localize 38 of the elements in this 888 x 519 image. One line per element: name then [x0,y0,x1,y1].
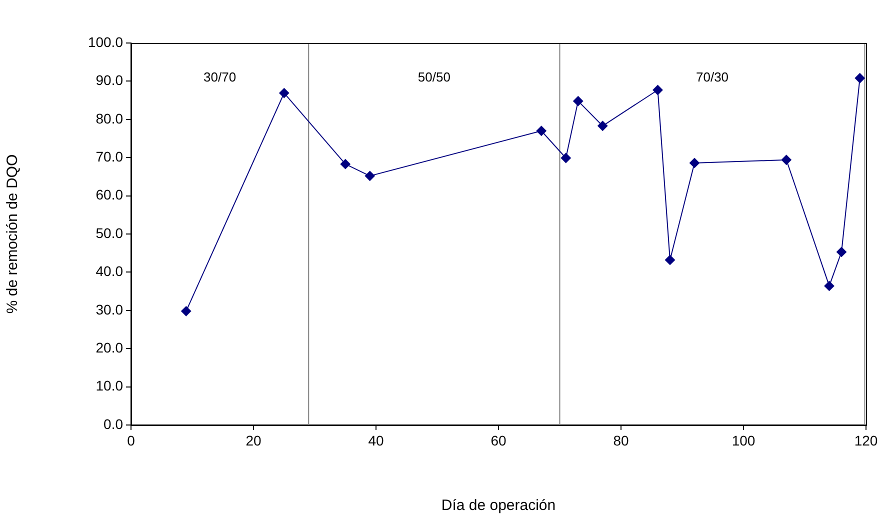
y-tick-label: 30.0 [96,301,124,318]
x-tick-label: 80 [613,432,629,448]
x-tick-label: 60 [490,432,506,448]
point [598,120,608,131]
x-tick-label: 100 [732,432,756,448]
y-tick-label: 10.0 [96,378,124,394]
annotation: 30/70 [204,70,236,85]
x-tick-label: 0 [127,432,136,448]
y-tick-label: 80.0 [96,110,124,126]
y-tick-label: 100.0 [88,34,124,50]
y-tick-label: 0.0 [104,416,124,432]
y-axis-title: % de remoción de DQO [4,154,22,314]
point [573,96,584,106]
point [181,306,192,316]
point [781,154,792,165]
point [340,159,350,170]
x-tick-label: 40 [368,432,384,448]
annotation: 70/30 [696,70,729,85]
point [665,254,675,265]
point [824,280,834,291]
point [364,170,375,181]
point [836,246,846,257]
y-tick-label: 90.0 [96,72,124,88]
y-tick-label: 60.0 [96,186,124,203]
point [279,88,290,98]
x-tick-label: 120 [854,432,878,448]
point [652,84,663,95]
point [536,126,546,136]
point [560,152,571,163]
x-axis-title: Día de operación [441,497,556,514]
y-tick-label: 40.0 [96,263,124,280]
annotation: 50/50 [418,70,450,85]
y-tick-label: 20.0 [96,339,124,356]
point [854,73,865,84]
point [690,158,700,168]
y-tick-label: 50.0 [96,224,124,241]
x-tick-label: 20 [246,432,262,448]
y-tick-label: 70.0 [96,148,124,164]
